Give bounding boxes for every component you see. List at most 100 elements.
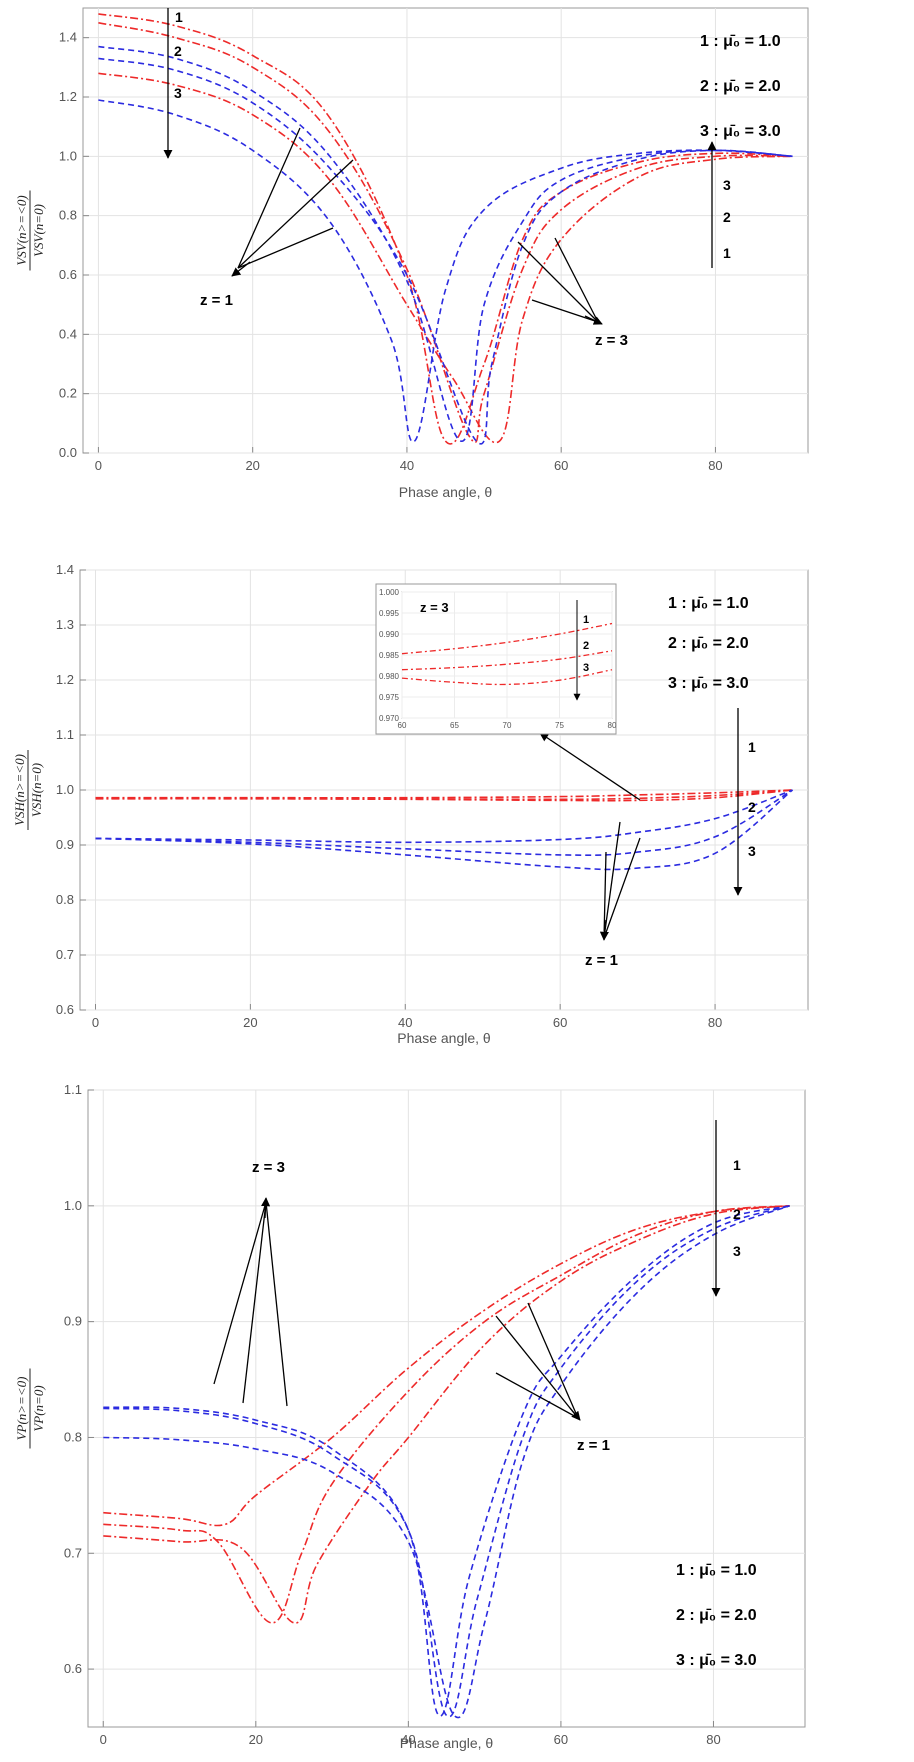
plot-frame [82, 7, 809, 454]
pointer-line [237, 159, 354, 269]
x-tick-label: 0 [100, 1732, 107, 1747]
inset-title: z = 3 [420, 600, 449, 615]
x-axis-label: Phase angle, θ [399, 484, 493, 500]
x-tick-label: 80 [708, 1015, 722, 1030]
y-tick-label: 0.0 [59, 445, 77, 460]
legend-entry-1: 1 : μ̄₀ = 1.0 [700, 33, 781, 50]
pointer-line [495, 1315, 579, 1419]
y-axis-label-denominator: VSV(n=0) [31, 204, 46, 257]
y-tick-label: 0.2 [59, 386, 77, 401]
y-tick-label: 1.0 [56, 782, 74, 797]
y-axis-label-numerator: VSV(n>=<0) [14, 195, 29, 265]
legend-entry-1: 1 : μ̄₀ = 1.0 [668, 595, 749, 612]
inset-y-tick-label: 0.970 [379, 714, 400, 723]
x-tick-label: 20 [245, 458, 259, 473]
x-tick-label: 60 [554, 1732, 568, 1747]
x-tick-label: 20 [249, 1732, 263, 1747]
curve-number-3: 3 [748, 843, 756, 859]
inset-curve-number-3: 3 [583, 662, 589, 674]
x-tick-label: 0 [95, 458, 102, 473]
y-tick-label: 0.8 [64, 1429, 82, 1444]
y-tick-label: 1.4 [56, 562, 74, 577]
legend-entry-3: 3 : μ̄₀ = 3.0 [676, 1652, 757, 1669]
x-tick-label: 20 [243, 1015, 257, 1030]
chart-panel-middle: 0 20 40 60 80 0.6 0.7 0.8 0.9 1.0 1.1 1.2 1.3 1.4 Phas… [12, 562, 809, 1046]
inset-curve-number-1: 1 [583, 614, 589, 626]
pointer-line [527, 1302, 579, 1419]
series-line-1 [95, 789, 793, 799]
y-tick-label: 1.3 [56, 617, 74, 632]
y-tick-label: 0.8 [59, 208, 77, 223]
inset-y-tick-label: 0.980 [379, 672, 400, 681]
inset-x-tick-label: 60 [398, 721, 407, 730]
series-line-3 [103, 1205, 790, 1624]
y-tick-label: 1.1 [56, 727, 74, 742]
series-line-3 [98, 72, 793, 444]
pointer-line [242, 1201, 267, 1404]
series-line-2 [95, 789, 793, 801]
x-tick-label: 80 [708, 458, 722, 473]
z1-arrowhead [231, 261, 251, 277]
pointer-line [603, 821, 621, 939]
inset-y-tick-label: 0.985 [379, 651, 400, 660]
y-axis-label: VP(n>=<0) VP(n=0) [14, 1368, 46, 1449]
legend-entry-2: 2 : μ̄₀ = 2.0 [676, 1607, 757, 1624]
series-line-3 [95, 789, 793, 802]
inset-x-tick-label: 65 [450, 721, 459, 730]
y-tick-label: 0.6 [64, 1661, 82, 1676]
inset-x-tick-label: 80 [608, 721, 617, 730]
series-line-2 [103, 1205, 790, 1624]
y-tick-label: 1.2 [59, 89, 77, 104]
x-tick-label: 60 [553, 1015, 567, 1030]
pointer-line [265, 1201, 288, 1407]
y-tick-label: 0.7 [64, 1545, 82, 1560]
x-tick-label: 0 [92, 1015, 99, 1030]
y-axis-label-numerator: VP(n>=<0) [14, 1377, 29, 1441]
legend-entry-2: 2 : μ̄₀ = 2.0 [668, 635, 749, 652]
series-line-4 [95, 789, 793, 844]
curve-number-2: 2 [748, 799, 756, 815]
inset-x-tick-label: 70 [503, 721, 512, 730]
series-line-4 [98, 45, 793, 442]
pointer-line [517, 241, 599, 323]
series-line-6 [95, 789, 794, 871]
z3-label: z = 3 [595, 332, 628, 349]
y-tick-label: 0.6 [56, 1002, 74, 1017]
z3-arrowhead [261, 1197, 271, 1219]
inset-pointer-arrow [539, 732, 641, 801]
inset-y-tick-label: 1.000 [379, 588, 400, 597]
series-line-6 [98, 99, 793, 443]
curve-number-2b: 2 [723, 209, 731, 225]
z1-arrowhead [599, 919, 609, 941]
z1-label: z = 1 [577, 1437, 610, 1454]
y-tick-label: 1.4 [59, 30, 77, 45]
z1-label: z = 1 [200, 292, 233, 309]
y-tick-label: 1.0 [59, 148, 77, 163]
x-tick-label: 80 [706, 1732, 720, 1747]
curve-number-3: 3 [733, 1243, 741, 1259]
curve-number-3: 3 [174, 85, 182, 101]
inset-curve-number-2: 2 [583, 640, 589, 652]
z1-arrowhead [569, 1407, 581, 1421]
pointer-line [603, 837, 641, 939]
series-line-1 [103, 1205, 790, 1527]
y-tick-label: 1.0 [64, 1198, 82, 1213]
x-tick-label: 40 [401, 1732, 415, 1747]
curve-number-1: 1 [748, 739, 756, 755]
pointer-line [237, 127, 301, 269]
y-axis-label-numerator: VSH(n>=<0) [12, 754, 27, 826]
y-axis-label-denominator: VSH(n=0) [29, 763, 44, 817]
y-axis-label-denominator: VP(n=0) [31, 1385, 46, 1431]
curve-number-1: 1 [175, 9, 183, 25]
y-tick-label: 1.1 [64, 1082, 82, 1097]
pointer-line [554, 237, 599, 323]
series-line-5 [98, 57, 793, 445]
curve-number-1: 1 [733, 1157, 741, 1173]
y-axis-label: VSH(n>=<0) VSH(n=0) [12, 750, 44, 830]
x-tick-label: 40 [398, 1015, 412, 1030]
x-tick-label: 60 [554, 458, 568, 473]
x-axis-label: Phase angle, θ [400, 1735, 494, 1751]
pointer-line [237, 227, 334, 269]
curve-number-3b: 3 [723, 177, 731, 193]
series-line-2 [98, 22, 793, 444]
